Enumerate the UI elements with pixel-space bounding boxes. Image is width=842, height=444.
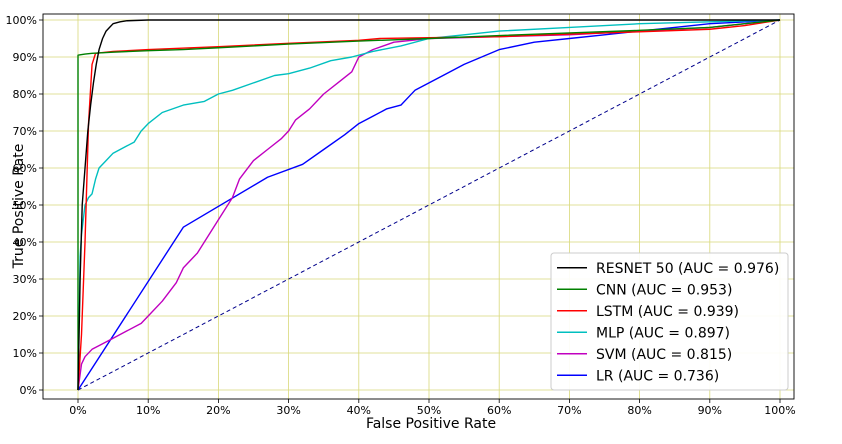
y-tick-label: 70% <box>13 125 37 138</box>
x-axis-title: False Positive Rate <box>366 416 496 432</box>
x-tick-label: 100% <box>764 404 795 417</box>
chance-diagonal-line <box>77 19 781 391</box>
y-tick-label: 60% <box>13 162 37 175</box>
legend: RESNET 50 (AUC = 0.976) CNN (AUC = 0.953)… <box>550 252 789 391</box>
x-tick-label: 30% <box>276 404 300 417</box>
plot-frame <box>42 13 795 400</box>
x-tick-label: 60% <box>487 404 511 417</box>
x-axis-ticks: 0% 10% 20% 30% 40% 50% 60% 70% 80% 90% 100% <box>69 399 796 417</box>
series-line-resnet-50 <box>77 19 780 391</box>
y-tick-label: 30% <box>13 273 37 286</box>
y-tick-label: 100% <box>6 14 37 27</box>
y-tick-label: 40% <box>13 236 37 249</box>
series-line-svm <box>77 19 781 391</box>
x-tick-label: 10% <box>136 404 160 417</box>
series-layer <box>77 19 781 391</box>
legend-label-lr: LR (AUC = 0.736) <box>596 368 719 384</box>
y-tick-label: 90% <box>13 51 37 64</box>
legend-label-svm: SVM (AUC = 0.815) <box>596 347 732 363</box>
legend-label-resnet-50: RESNET 50 (AUC = 0.976) <box>596 261 779 277</box>
x-tick-label: 50% <box>417 404 441 417</box>
legend-label-cnn: CNN (AUC = 0.953) <box>596 282 732 298</box>
y-tick-label: 10% <box>13 347 37 360</box>
x-tick-label: 0% <box>69 404 86 417</box>
y-axis-ticks: 0% 10% 20% 30% 40% 50% 60% 70% 80% 90% 100% <box>6 14 43 397</box>
x-tick-label: 20% <box>206 404 230 417</box>
x-tick-label: 40% <box>347 404 371 417</box>
x-tick-label: 80% <box>627 404 651 417</box>
legend-label-lstm: LSTM (AUC = 0.939) <box>596 304 739 320</box>
legend-box <box>550 252 789 391</box>
y-tick-label: 80% <box>13 88 37 101</box>
series-line-lr <box>77 19 781 391</box>
y-tick-label: 0% <box>20 384 37 397</box>
series-line-cnn <box>77 19 781 390</box>
x-tick-label: 70% <box>557 404 581 417</box>
y-axis-title: True Positive Rate <box>11 144 27 270</box>
legend-label-mlp: MLP (AUC = 0.897) <box>596 325 730 341</box>
y-tick-label: 20% <box>13 310 37 323</box>
diagonal-layer <box>77 19 781 391</box>
y-tick-label: 50% <box>13 199 37 212</box>
x-tick-label: 90% <box>698 404 722 417</box>
